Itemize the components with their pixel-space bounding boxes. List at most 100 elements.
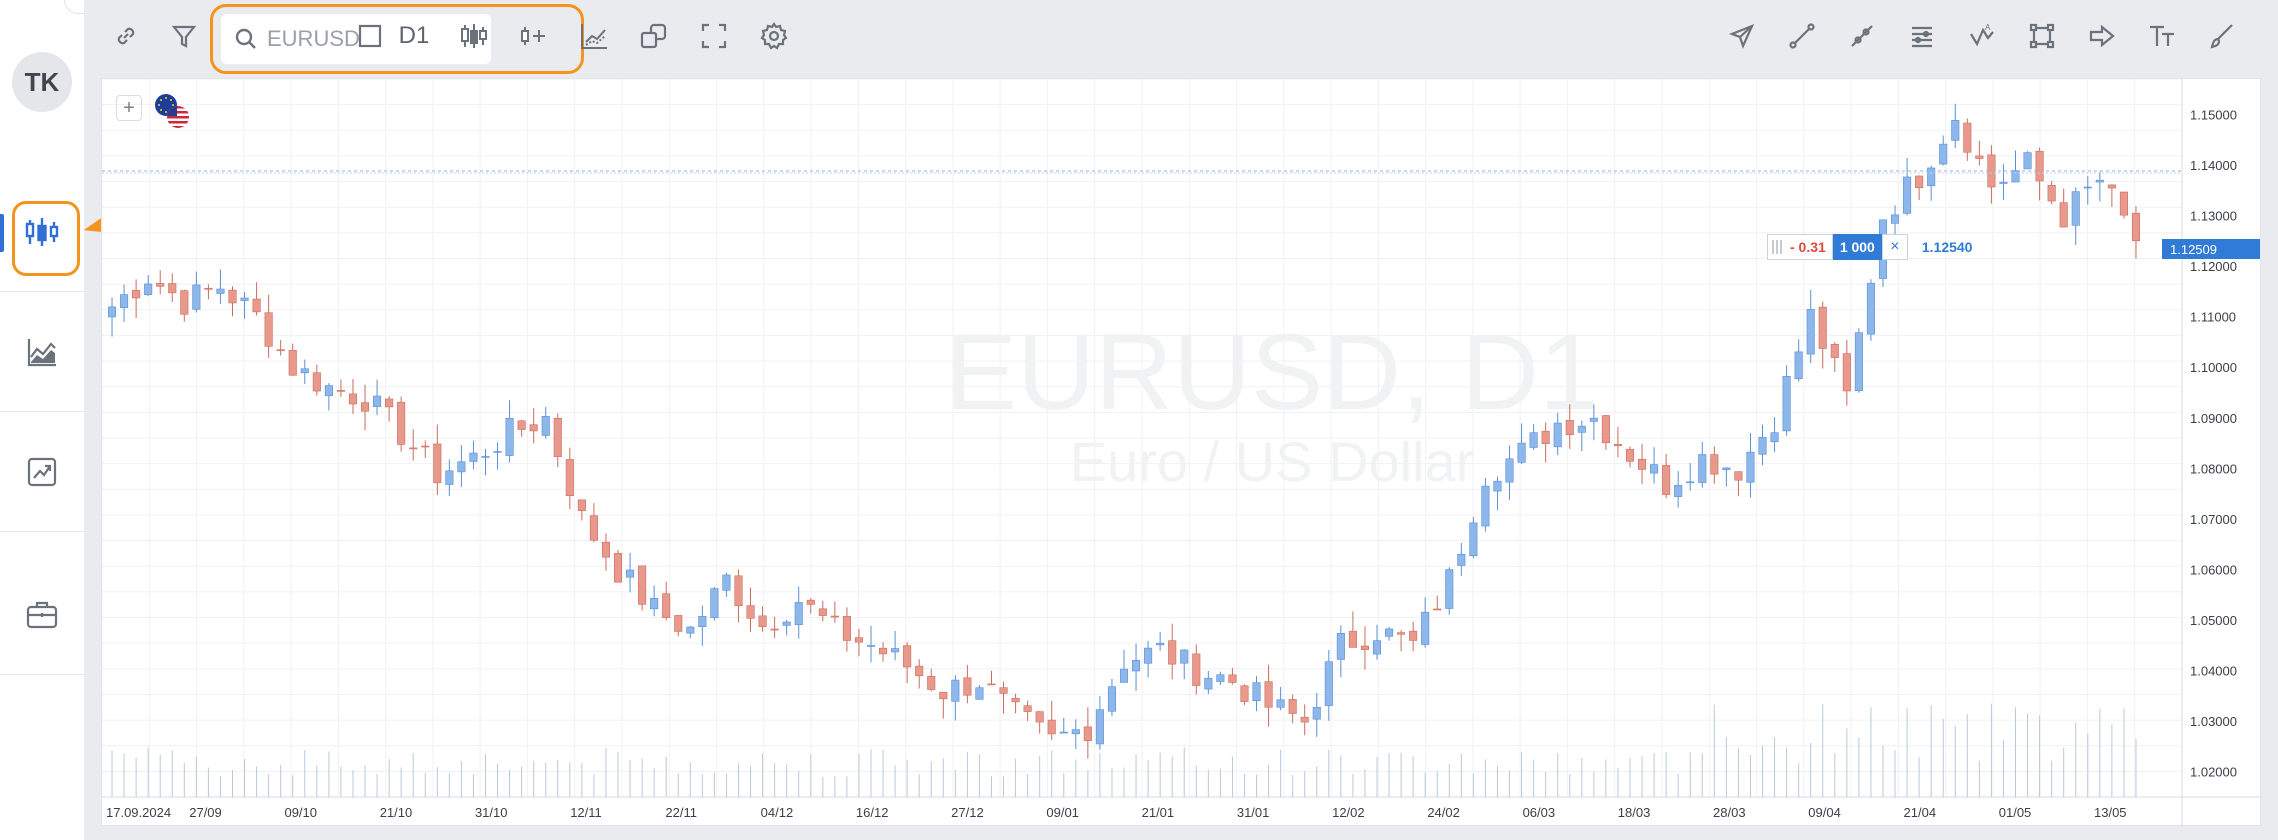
candle-body [1421, 611, 1430, 645]
price-axis-label: 1.14000 [2190, 158, 2237, 173]
time-axis-label: 31/10 [475, 805, 508, 820]
candle-body [457, 461, 466, 473]
candle-body [613, 553, 623, 583]
candle-body [1047, 719, 1056, 735]
candle-body [336, 390, 345, 392]
sidebar-item-trading[interactable] [0, 412, 84, 532]
candle-body [1625, 448, 1635, 462]
candle-body [493, 451, 502, 453]
candle-body [734, 575, 743, 607]
order-price: 1.12540 [1921, 239, 1973, 255]
fibonacci-icon[interactable] [1902, 16, 1942, 56]
candles-icon[interactable] [454, 16, 494, 56]
candle-body [746, 605, 755, 619]
current-price-tag: 1.12509 [2162, 239, 2260, 259]
filter-icon[interactable] [164, 16, 204, 56]
candle-body [1698, 454, 1707, 483]
candle-body [650, 597, 659, 610]
text-icon[interactable] [2142, 16, 2182, 56]
chart-panel[interactable]: EURUSD, D1 Euro / US Dollar 1.15000 1.140… [101, 78, 2262, 827]
candle-body [662, 593, 671, 618]
candle-body [276, 349, 285, 352]
order-pl[interactable]: - 0.31 [1767, 234, 1833, 260]
candle-body [1493, 480, 1502, 492]
arrow-icon[interactable] [2082, 16, 2122, 56]
candle-body [469, 452, 478, 462]
timeframe-button[interactable]: D1 [394, 16, 434, 56]
svg-text:A: A [1985, 23, 1991, 32]
candle-body [1204, 677, 1213, 690]
add-symbol-button[interactable]: + [116, 95, 142, 121]
candle-body [553, 417, 562, 457]
sidebar-item-chart[interactable] [0, 172, 84, 292]
candle-body [1336, 632, 1345, 660]
time-axis-label: 04/12 [761, 805, 794, 820]
candle-body [1975, 155, 1984, 159]
drag-handle-icon[interactable] [1772, 240, 1784, 254]
pattern-icon[interactable]: A [1962, 16, 2002, 56]
symbol-search-input[interactable] [267, 26, 467, 52]
area-chart-icon [27, 338, 56, 366]
candle-body [2095, 179, 2104, 183]
candle-body [686, 626, 695, 634]
candle-body [2083, 186, 2092, 189]
candle-body [2059, 202, 2068, 228]
order-close-button[interactable]: × [1881, 234, 1908, 260]
briefcase-icon [26, 601, 58, 628]
candle-body [638, 565, 647, 605]
candle-body [626, 569, 635, 578]
candle-body [1095, 709, 1104, 745]
candle-body [939, 691, 948, 700]
candle-body [1903, 176, 1912, 214]
candle-body [2035, 150, 2044, 182]
candle-body [529, 424, 538, 432]
annotation-highlight-sidebar [12, 201, 80, 276]
rectangle-icon[interactable] [2022, 16, 2062, 56]
link-icon[interactable] [106, 16, 146, 56]
avatar[interactable]: TK [12, 52, 72, 112]
fullscreen-icon[interactable] [694, 16, 734, 56]
candlestick-chart[interactable]: 1.15000 1.14000 1.13000 1.12000 1.11000 1.100… [102, 79, 2262, 827]
candle-body [601, 541, 610, 558]
candle-body [951, 679, 960, 702]
candle-body [1746, 451, 1755, 483]
symbol-search[interactable] [221, 14, 491, 64]
trend-line-icon[interactable] [1782, 16, 1822, 56]
ray-icon[interactable] [1842, 16, 1882, 56]
candle-body [397, 401, 406, 445]
order-widget[interactable]: - 0.31 1 000 × 1.12540 [1767, 234, 1972, 260]
toolbar: D1 A [84, 0, 2278, 74]
candle-body [1710, 454, 1719, 475]
candle-body [806, 599, 815, 605]
price-axis-label: 1.12000 [2190, 259, 2237, 274]
send-icon[interactable] [1722, 16, 1762, 56]
indicators-icon[interactable] [574, 16, 614, 56]
candle-body [348, 393, 358, 405]
candle-body [903, 645, 912, 668]
candle-body [975, 687, 984, 700]
candle-body [1288, 699, 1297, 714]
compare-icon[interactable] [634, 16, 674, 56]
candle-body [842, 616, 851, 641]
candle-body [1457, 553, 1466, 566]
candle-body [854, 637, 863, 643]
square-icon[interactable] [350, 16, 390, 56]
sidebar-item-portfolio[interactable] [0, 555, 84, 675]
time-axis-label: 12/11 [570, 805, 602, 820]
time-axis-label: 27/09 [189, 805, 222, 820]
add-indicator-icon[interactable] [514, 16, 554, 56]
candle-body [1830, 344, 1839, 358]
trend-chart-icon [27, 457, 57, 486]
order-quantity[interactable]: 1 000 [1832, 234, 1882, 260]
sidebar-item-analytics[interactable] [0, 292, 84, 412]
candle-body [288, 350, 297, 376]
candle-body [891, 648, 900, 653]
chart-watermark-title: EURUSD, D1 [944, 311, 1600, 432]
candle-body [1011, 697, 1020, 703]
price-axis-label: 1.02000 [2190, 765, 2237, 780]
candle-body [830, 615, 839, 618]
brush-icon[interactable] [2202, 16, 2242, 56]
candle-body [1674, 484, 1683, 497]
candle-body [722, 574, 731, 591]
settings-icon[interactable] [754, 16, 794, 56]
